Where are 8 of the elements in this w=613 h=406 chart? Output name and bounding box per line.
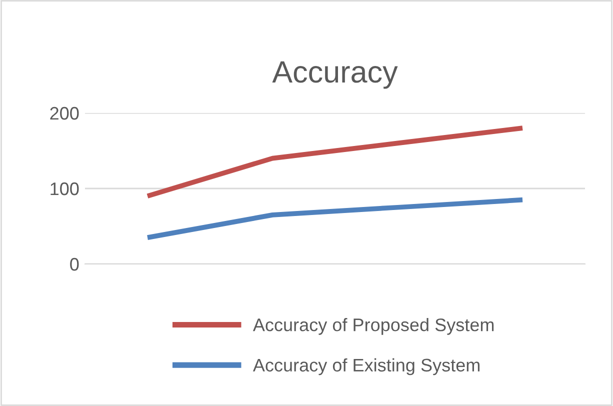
y-tick-label: 0 [70, 258, 79, 271]
y-tick-label: 200 [50, 106, 79, 120]
legend-label: Accuracy of Proposed System [252, 318, 494, 335]
line-series [145, 126, 525, 198]
legend-label: Accuracy of Existing System [252, 358, 480, 376]
chart-title: Accuracy [272, 61, 398, 89]
y-tick-label: 100 [50, 182, 79, 196]
line-series [145, 197, 525, 240]
